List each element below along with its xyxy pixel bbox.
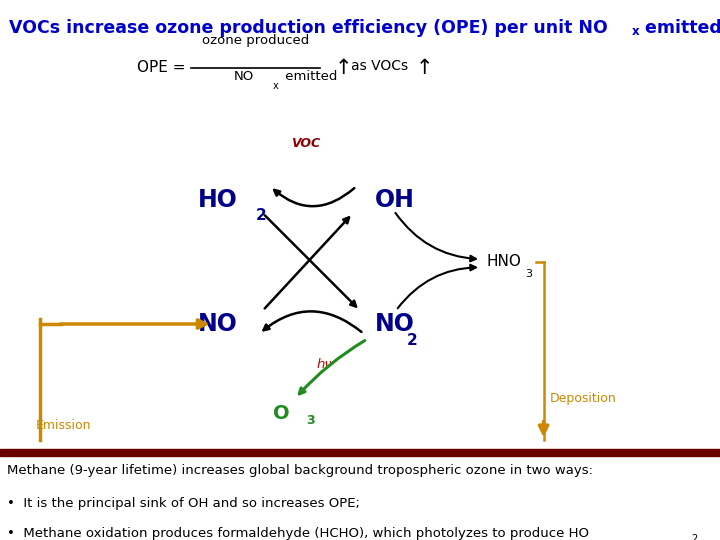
Text: hν: hν bbox=[316, 358, 332, 371]
Text: ↑: ↑ bbox=[416, 57, 433, 78]
Text: 2: 2 bbox=[256, 208, 266, 224]
Text: OPE =: OPE = bbox=[137, 60, 185, 75]
Text: ↑: ↑ bbox=[335, 57, 352, 78]
Text: VOCs increase ozone production efficiency (OPE) per unit NO: VOCs increase ozone production efficienc… bbox=[9, 19, 608, 37]
Text: 2: 2 bbox=[691, 534, 698, 540]
Text: x: x bbox=[273, 81, 279, 91]
Text: •  It is the principal sink of OH and so increases OPE;: • It is the principal sink of OH and so … bbox=[7, 497, 360, 510]
Text: OH: OH bbox=[374, 188, 414, 212]
Text: NO: NO bbox=[374, 312, 414, 336]
Text: 3: 3 bbox=[306, 414, 315, 427]
Text: NO: NO bbox=[198, 312, 238, 336]
Text: 3: 3 bbox=[526, 269, 533, 279]
Text: as VOCs: as VOCs bbox=[351, 59, 408, 73]
Text: Methane (9-year lifetime) increases global background tropospheric ozone in two : Methane (9-year lifetime) increases glob… bbox=[7, 464, 593, 477]
Text: x: x bbox=[631, 25, 639, 38]
Text: O: O bbox=[273, 403, 289, 423]
Text: ozone produced: ozone produced bbox=[202, 34, 309, 47]
Text: HNO: HNO bbox=[486, 254, 521, 269]
Text: 2: 2 bbox=[408, 333, 418, 348]
Text: emitted: emitted bbox=[281, 70, 337, 83]
Text: VOC: VOC bbox=[292, 137, 320, 150]
Text: Deposition: Deposition bbox=[549, 392, 616, 405]
Bar bbox=[0, 449, 720, 456]
Text: HO: HO bbox=[198, 188, 238, 212]
Text: Emission: Emission bbox=[36, 419, 91, 432]
Text: •  Methane oxidation produces formaldehyde (HCHO), which photolyzes to produce H: • Methane oxidation produces formaldehyd… bbox=[7, 526, 589, 539]
Text: NO: NO bbox=[234, 70, 254, 83]
Text: emitted: emitted bbox=[639, 19, 720, 37]
